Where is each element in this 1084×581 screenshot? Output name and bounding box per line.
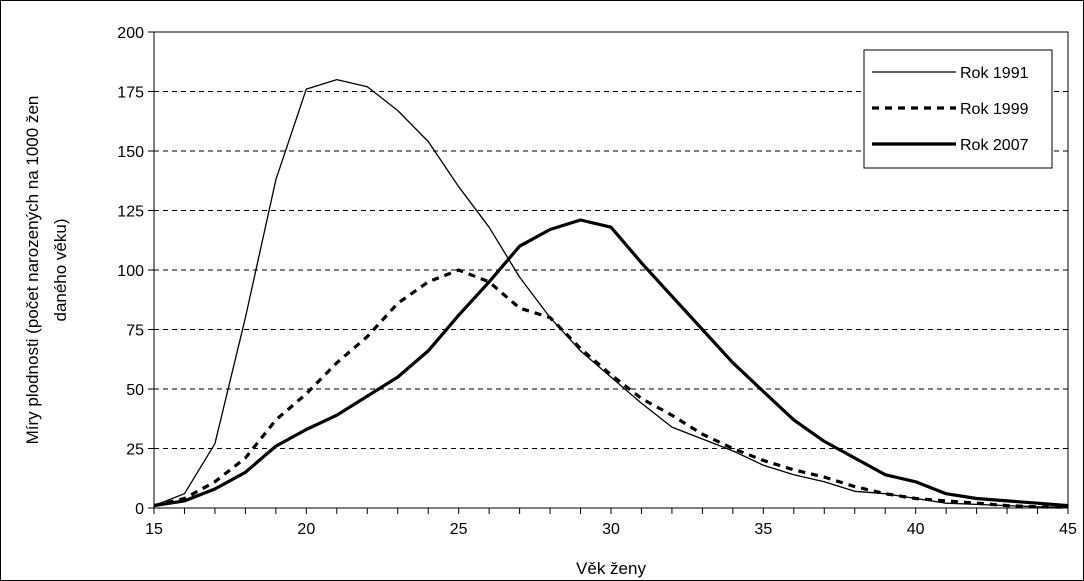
legend-label-rok-2007: Rok 2007 (960, 137, 1029, 154)
legend-box (863, 49, 1053, 169)
legend-label-rok-1991: Rok 1991 (960, 65, 1029, 82)
x-tick-label-40: 40 (907, 521, 925, 538)
x-tick-label-45: 45 (1059, 521, 1077, 538)
y-tick-label-200: 200 (117, 25, 144, 42)
x-axis-title: Věk ženy (576, 559, 646, 578)
x-tick-label-25: 25 (450, 521, 468, 538)
legend-label-rok-1999: Rok 1999 (960, 101, 1029, 118)
x-tick-label-30: 30 (602, 521, 620, 538)
series-line-rok-2007 (153, 218, 1069, 508)
y-tick-label-50: 50 (126, 382, 144, 399)
legend: Rok 1991 Rok 1999 Rok 2007 (863, 49, 1053, 169)
series-line-rok-1999 (153, 268, 1069, 509)
y-tick-label-100: 100 (117, 263, 144, 280)
y-tick-label-75: 75 (126, 323, 144, 340)
y-axis-title-line1: Míry plodnosti (počet narozených na 1000… (23, 96, 42, 445)
y-tick-label-125: 125 (117, 204, 144, 221)
y-tick-label-175: 175 (117, 85, 144, 102)
x-tick-label-15: 15 (145, 521, 163, 538)
y-tick-label-150: 150 (117, 144, 144, 161)
x-tick-label-35: 35 (754, 521, 772, 538)
x-tick-label-20: 20 (297, 521, 315, 538)
y-tick-label-25: 25 (126, 442, 144, 459)
y-axis-title-line2: daného věku) (51, 218, 70, 321)
y-tick-label-0: 0 (135, 501, 144, 518)
series-lines (153, 78, 1069, 509)
axis-ticks: 0 25 50 75 100 125 150 175 200 15 20 25 30 35 40 45 (117, 25, 1077, 538)
